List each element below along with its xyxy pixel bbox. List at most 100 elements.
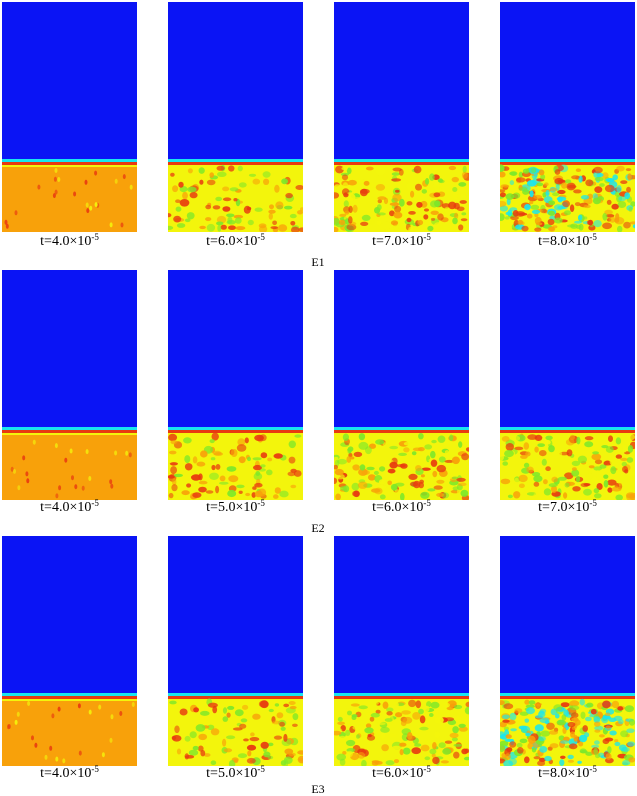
interface-yellow-band — [2, 699, 137, 701]
texture-blob — [593, 747, 598, 756]
texture-blob — [408, 211, 416, 215]
texture-blob — [94, 170, 98, 176]
texture-blob — [406, 201, 413, 206]
time-label: t=6.0×10-5 — [327, 499, 477, 516]
texture-blob — [567, 721, 576, 728]
texture-blob — [10, 466, 14, 472]
texture-blob — [387, 468, 396, 474]
texture-blob — [399, 742, 407, 747]
texture-blob — [353, 196, 363, 203]
fluid-region — [2, 536, 137, 694]
texture-blob — [382, 701, 389, 709]
interface-red-band — [168, 162, 303, 165]
texture-blob — [424, 444, 433, 450]
texture-blob — [198, 486, 207, 493]
texture-blob — [379, 494, 386, 500]
texture-blob — [128, 452, 132, 458]
texture-blob — [389, 210, 395, 217]
texture-blob — [529, 190, 534, 198]
texture-blob — [392, 193, 402, 202]
texture-blob — [444, 206, 451, 215]
texture-blob — [500, 213, 505, 221]
texture-blob — [553, 217, 563, 224]
texture-blob — [505, 193, 515, 200]
texture-blob — [593, 166, 603, 174]
contour-panel — [334, 536, 469, 766]
texture-blob — [394, 205, 402, 213]
texture-blob — [246, 744, 257, 751]
simulation-panel — [2, 536, 137, 766]
time-label: t=6.0×10-5 — [161, 233, 311, 250]
texture-blob — [5, 223, 9, 229]
texture-blob — [539, 746, 548, 753]
texture-blob — [500, 189, 506, 193]
texture-blob — [583, 488, 592, 496]
texture-blob — [247, 219, 254, 226]
texture-blob — [278, 224, 288, 232]
texture-blob — [200, 710, 210, 716]
texture-blob — [280, 726, 286, 731]
texture-blob — [235, 226, 246, 231]
texture-blob — [541, 458, 547, 466]
texture-blob — [347, 710, 352, 716]
texture-blob — [209, 172, 214, 178]
texture-blob — [54, 189, 58, 195]
texture-blob — [420, 744, 430, 752]
interface-red-band — [500, 696, 635, 699]
texture-blob — [461, 715, 468, 721]
texture-blob — [618, 195, 627, 202]
texture-blob — [419, 479, 424, 484]
time-exponent: -5 — [589, 498, 597, 508]
texture-blob — [606, 199, 612, 205]
texture-blob — [207, 724, 215, 730]
texture-blob — [622, 444, 627, 453]
texture-blob — [252, 486, 257, 490]
texture-blob — [580, 450, 589, 454]
texture-blob — [222, 707, 228, 714]
contour-panel — [168, 536, 303, 766]
texture-blob — [437, 435, 446, 443]
texture-blob — [523, 442, 530, 450]
texture-blob — [14, 210, 18, 216]
time-exponent: -5 — [589, 764, 597, 774]
texture-blob — [334, 735, 339, 742]
texture-blob — [451, 193, 459, 199]
texture-blob — [624, 705, 634, 713]
texture-blob — [627, 445, 634, 453]
texture-blob — [525, 451, 531, 457]
texture-blob — [441, 702, 450, 708]
texture-blob — [461, 453, 469, 461]
texture-blob — [31, 735, 34, 741]
texture-blob — [458, 224, 464, 231]
texture-blob — [198, 167, 205, 174]
texture-blob — [544, 440, 551, 445]
texture-blob — [249, 737, 260, 742]
texture-blob — [415, 700, 422, 709]
texture-blob — [433, 485, 443, 490]
texture-blob — [168, 433, 178, 441]
texture-blob — [540, 730, 550, 737]
texture-blob — [352, 490, 360, 497]
texture-blob — [184, 735, 191, 742]
texture-blob — [573, 735, 578, 742]
texture-blob — [340, 486, 347, 491]
texture-blob — [458, 723, 466, 728]
texture-blob — [425, 178, 430, 185]
texture-blob — [459, 200, 467, 204]
texture-blob — [55, 493, 59, 499]
texture-blob — [81, 485, 85, 491]
texture-blob — [389, 202, 400, 206]
texture-blob — [444, 450, 450, 455]
texture-blob — [506, 747, 513, 753]
texture-blob — [545, 189, 550, 197]
texture-blob — [512, 210, 519, 217]
texture-blob — [253, 472, 263, 481]
texture-blob — [453, 202, 460, 210]
texture-blob — [567, 759, 574, 763]
texture-blob — [71, 475, 74, 481]
texture-blob — [395, 712, 403, 718]
texture-blob — [432, 470, 438, 478]
texture-blob — [353, 451, 363, 457]
texture-blob — [419, 726, 429, 731]
texture-blob — [215, 464, 221, 470]
